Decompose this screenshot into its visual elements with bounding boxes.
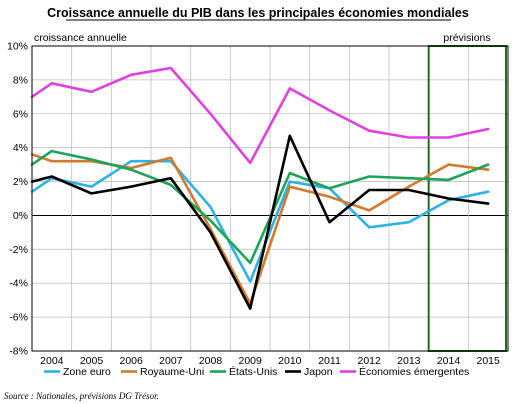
y-tick-label: 2% [13,176,28,188]
x-tick-label: 2007 [159,355,183,367]
y-tick-label: 10% [7,41,28,53]
legend-label: Zone euro [63,366,111,378]
x-tick-label: 2008 [199,355,223,367]
series-line--conomies-mergentes [30,66,490,165]
legend-label: Japon [304,366,333,378]
series-line-royaume-uni [30,153,490,305]
y-tick-label: -8% [9,346,28,358]
forecast-box [427,45,507,352]
x-tick-label: 2004 [40,355,64,367]
legend-label: Économies émergentes [359,365,469,378]
plot-frame [31,45,509,352]
y-tick-label: 4% [13,142,28,154]
y-tick-label: -6% [9,312,28,324]
x-tick-label: 2015 [476,355,500,367]
axes: -8% -6% -4% -2% 0% 2% 4% 6% 8% 10% 2004 2005 2006 200… [7,41,509,367]
x-tick-label: 2005 [80,355,104,367]
y-tick-label: -4% [9,278,28,290]
y-axis-label: croissance annuelle [34,32,127,44]
series-line-japon [30,134,490,310]
legend: Zone euro Royaume-Uni États-Unis Japon Écono… [44,365,469,378]
legend-label: États-Unis [229,365,277,378]
y-tick-label: 8% [13,74,28,86]
x-tick-label: 2013 [397,355,421,367]
series-lines [30,66,490,310]
forecast-zone [427,45,507,352]
x-tick-label: 2009 [238,355,262,367]
x-tick-label: 2012 [357,355,381,367]
grid [31,45,509,352]
legend-label: Royaume-Uni [140,366,204,378]
series-line-zone-euro [30,159,490,283]
y-tick-label: 6% [13,108,28,120]
x-tick-label: 2014 [437,355,461,367]
source-note: Source : Nationales, prévisions DG Tréso… [4,391,159,401]
x-tick-label: 2010 [278,355,302,367]
x-tick-label: 2011 [318,355,341,367]
y-tick-label: 0% [13,210,28,222]
x-tick-label: 2006 [119,355,143,367]
y-tick-label: -2% [9,244,28,256]
chart-title: Croissance annuelle du PIB dans les prin… [47,6,469,20]
forecast-label: prévisions [443,32,490,44]
series-line--tats-unis [30,149,490,265]
